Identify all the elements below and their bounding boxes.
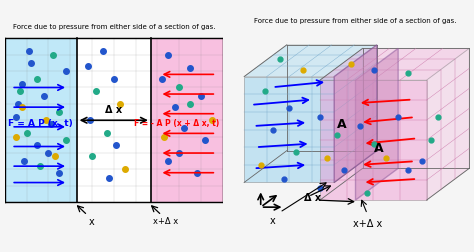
Text: F = A P (x, t): F = A P (x, t) [8,119,73,128]
Bar [5,38,77,202]
Text: Δ x: Δ x [105,105,122,115]
Polygon shape [427,48,469,200]
Polygon shape [244,45,377,77]
Text: x: x [270,216,275,226]
Text: A: A [374,142,384,155]
Text: x+Δ x: x+Δ x [353,219,382,230]
Text: x: x [89,217,95,227]
Bar [77,38,151,202]
Text: Δ x: Δ x [304,193,321,203]
Text: A: A [337,118,346,131]
Text: x+Δ x: x+Δ x [154,217,179,226]
Polygon shape [356,48,398,200]
Polygon shape [320,80,427,200]
Polygon shape [334,45,377,182]
Bar [151,38,223,202]
Text: Force due to pressure from either side of a section of gas.: Force due to pressure from either side o… [254,18,457,24]
Text: Force due to pressure from either side of a section of gas.: Force due to pressure from either side o… [12,24,215,30]
Polygon shape [334,45,377,182]
Text: F = - A P (x + Δ x, t): F = - A P (x + Δ x, t) [134,119,219,128]
Polygon shape [244,77,334,182]
Polygon shape [320,48,469,80]
